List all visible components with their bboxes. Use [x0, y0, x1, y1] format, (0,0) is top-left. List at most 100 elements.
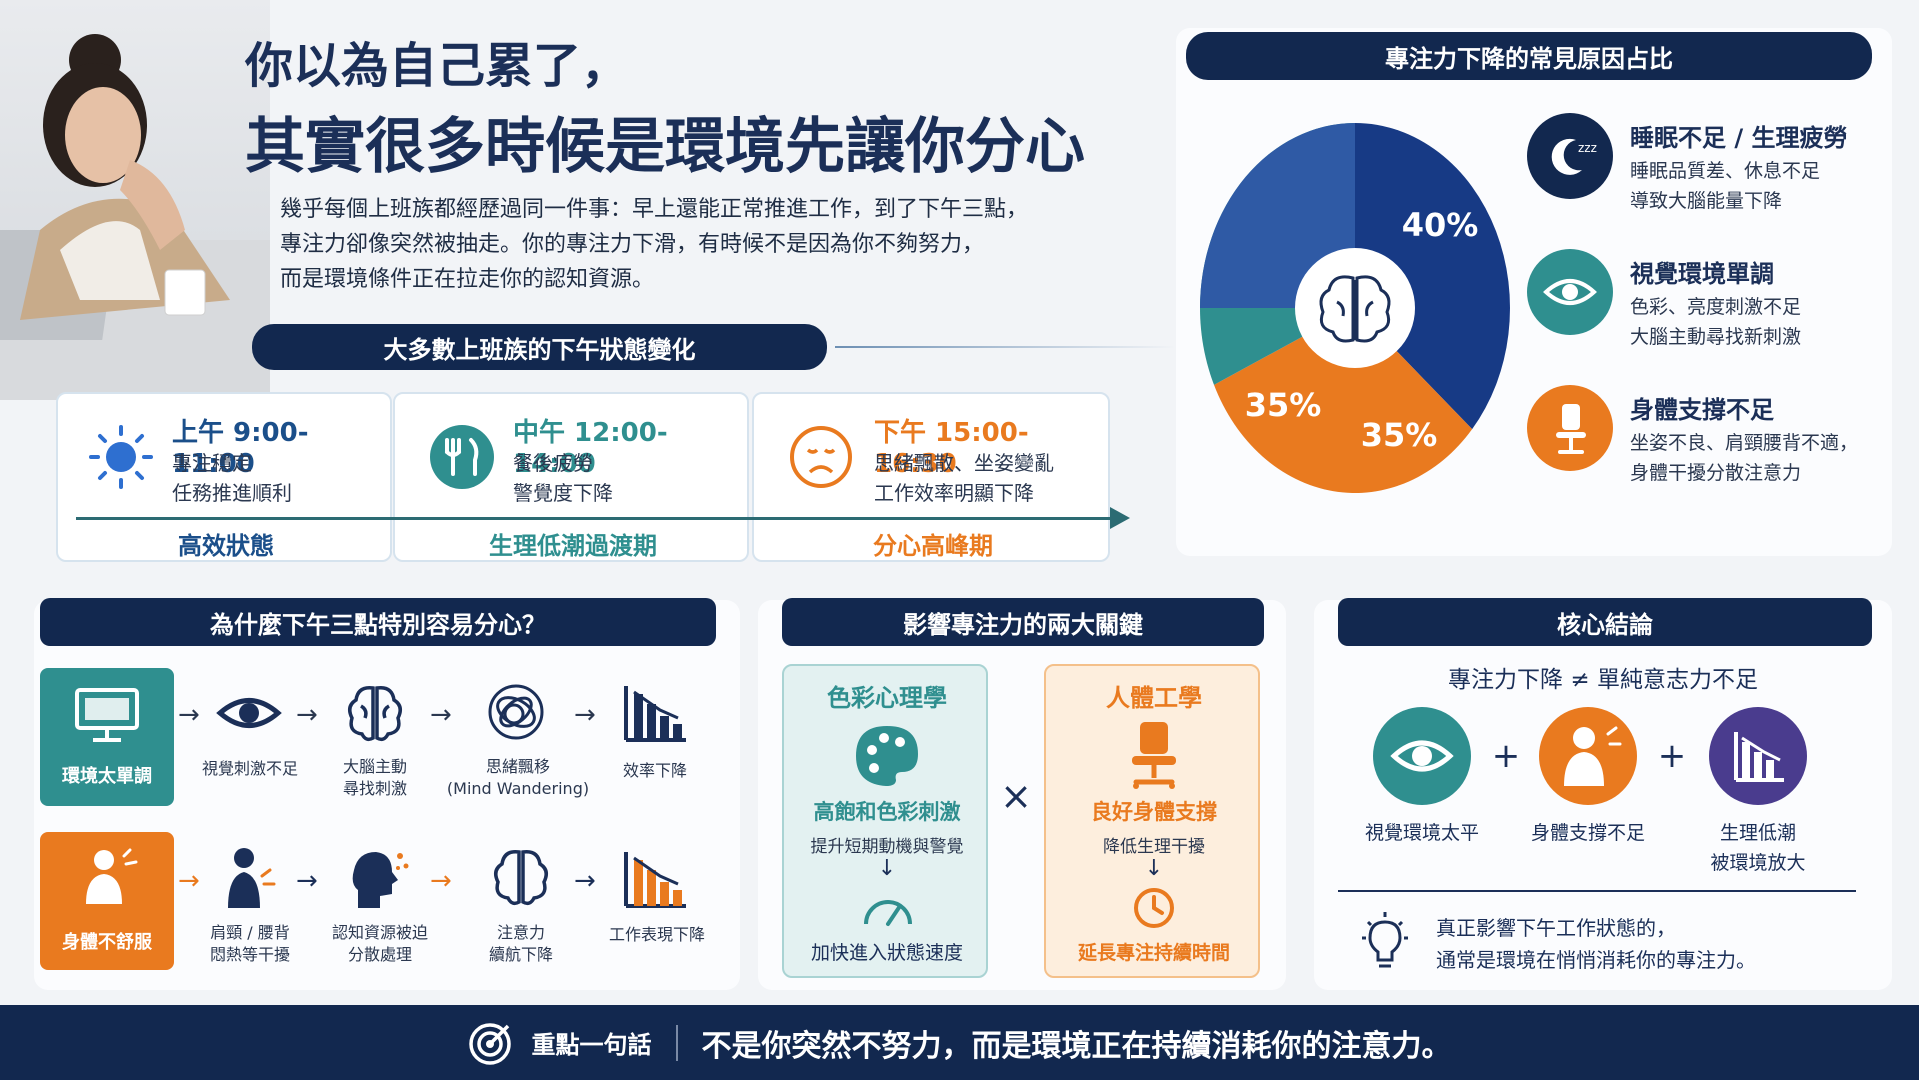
legend-title: 視覺環境單調: [1630, 260, 1774, 288]
pie-slice: [1355, 123, 1510, 430]
lead-label: 環境太單調: [62, 766, 152, 787]
footer-divider: [675, 1024, 678, 1061]
key-desc: 提升短期動機與警覺: [810, 837, 964, 857]
key-sub: 高飽和色彩刺激: [813, 800, 961, 824]
tangle-icon: [484, 680, 548, 744]
chain-step-l1: 認知資源被迫: [331, 923, 428, 942]
key-card-ergonomics: 人體工學 良好身體支撐 降低生理干擾 ↓ 延長專注持續時間: [1044, 664, 1260, 978]
chain-arrow: →: [296, 866, 318, 896]
down-arrow: ↓: [1144, 856, 1164, 881]
chain-step-l2: 分散處理: [347, 945, 412, 964]
key-desc: 降低生理干擾: [1103, 837, 1205, 857]
keys-heading: 影響專注力的兩大關鍵: [782, 598, 1264, 646]
chain-step: 思緒飄移 (Mind Wandering): [438, 756, 598, 800]
conclusion-item-l1: 身體支撐不足: [1530, 822, 1645, 844]
phase-desc: 專注穩定: [172, 451, 252, 475]
phase-state: 生理低潮過渡期: [489, 532, 657, 560]
conclusion-item: 身體支撐不足: [1498, 818, 1678, 848]
conclusion-item: 視覺環境太平: [1332, 818, 1512, 848]
chain-step-l2: 尋找刺激: [342, 779, 407, 798]
key-card-color: 色彩心理學 高飽和色彩刺激 提升短期動機與警覺 ↓ 加快進入狀態速度: [782, 664, 988, 978]
chain-step-l1: 注意力: [496, 923, 545, 942]
svg-text:zzz: zzz: [1578, 141, 1597, 155]
chain-step-l2: 悶熱等干擾: [209, 945, 290, 964]
target-icon: [468, 1020, 514, 1066]
brain-dark-icon: [490, 846, 552, 908]
chain-step: 肩頸 / 腰背 悶熱等干擾: [190, 922, 310, 966]
lead-label: 身體不舒服: [62, 932, 152, 953]
person-back-pain-icon: [218, 846, 278, 910]
sad-face-icon: [788, 424, 854, 490]
legend-desc: 大腦主動尋找新刺激: [1630, 326, 1802, 348]
palette-icon: [852, 722, 922, 788]
eye-icon: [214, 684, 284, 742]
chain-arrow: →: [430, 866, 452, 896]
footer-label: 重點一句話: [531, 1031, 652, 1059]
conclusion-note: 真正影響下午工作狀態的， 通常是環境在悄悄消耗你的專注力。: [1436, 912, 1756, 976]
key-result: 加快進入狀態速度: [810, 942, 963, 964]
phase-desc: 工作效率明顯下降: [874, 481, 1034, 505]
chain-step: 效率下降: [596, 760, 714, 782]
page-title-line1: 你以為自己累了，: [245, 38, 630, 94]
phase-desc: 餐後疲勞: [513, 451, 593, 475]
phase-desc: 任務推進順利: [172, 481, 292, 505]
declining-chart-circle-icon: [1708, 706, 1808, 806]
pie-slice: [1214, 308, 1473, 493]
legend-desc: 身體干擾分散注意力: [1630, 462, 1802, 484]
legend-desc: 色彩、亮度刺激不足: [1630, 296, 1802, 318]
plus-sign: +: [1657, 736, 1687, 776]
chain-step: 認知資源被迫 分散處理: [318, 922, 442, 966]
conclusion-heading: 核心結論: [1338, 598, 1872, 646]
chain-arrow: →: [574, 700, 596, 730]
phase-desc: 警覺度下降: [513, 481, 613, 505]
phase-time: 中午 12:00-14:00: [513, 418, 668, 479]
person-pain-circle-icon: [1538, 706, 1638, 806]
heading-rule: [835, 346, 1175, 348]
why-heading: 為什麼下午三點特別容易分心？: [40, 598, 716, 646]
divider: [1338, 890, 1856, 892]
phase-state: 分心高峰期: [873, 532, 993, 560]
eye-icon: [1526, 248, 1614, 336]
speedometer-icon: [862, 888, 914, 928]
page-title-line2: 其實很多時候是環境先讓你分心: [245, 112, 1085, 182]
legend-desc: 睡眠品質差、休息不足: [1630, 160, 1821, 182]
timeline-line: [76, 517, 1116, 520]
times-sign: ×: [1000, 774, 1032, 818]
chain-step-l1: 效率下降: [622, 761, 687, 780]
down-arrow: ↓: [877, 856, 897, 881]
pie-label-visual: 35%: [1361, 416, 1438, 454]
chain-arrow: →: [430, 700, 452, 730]
chain-step-l2: (Mind Wandering): [446, 779, 590, 798]
pie-chart: 40% 35% 35%: [1195, 118, 1515, 498]
conclusion-note-l1: 真正影響下午工作狀態的，: [1436, 916, 1676, 940]
head-scatter-icon: [348, 846, 410, 910]
pie-label-posture: 35%: [1245, 386, 1322, 424]
key-title: 色彩心理學: [827, 684, 947, 712]
monitor-icon: [73, 686, 141, 744]
brain-icon: [1319, 275, 1391, 343]
footer-bar: 重點一句話 不是你突然不努力，而是環境正在持續消耗你的注意力。: [0, 1005, 1919, 1080]
legend-title: 睡眠不足 / 生理疲勞: [1630, 124, 1848, 152]
eye-circle-icon: [1372, 706, 1472, 806]
chain-arrow: →: [296, 700, 318, 730]
chain-step: 視覺刺激不足: [190, 758, 310, 780]
chain-step: 注意力 續航下降: [460, 922, 582, 966]
conclusion-item: 生理低潮 被環境放大: [1668, 818, 1848, 878]
legend-title: 身體支撐不足: [1630, 396, 1774, 424]
timeline-heading: 大多數上班族的下午狀態變化: [252, 324, 827, 370]
phase-card-morning: 上午 9:00-11:00 專注穩定 任務推進順利 高效狀態: [56, 392, 392, 562]
person-pain-icon: [78, 846, 138, 908]
chain-step-l1: 大腦主動: [342, 757, 407, 776]
lead-box-monotone: 環境太單調: [40, 668, 174, 806]
chain-arrow: →: [178, 700, 200, 730]
legend-desc: 坐姿不良、肩頸腰背不適，: [1630, 432, 1859, 454]
phase-desc: 思緒飄散、坐姿變亂: [874, 451, 1054, 475]
key-result: 延長專注持續時間: [1077, 942, 1230, 964]
lead-box-discomfort: 身體不舒服: [40, 832, 174, 970]
pie-label-sleep: 40%: [1402, 206, 1479, 244]
phase-card-noon: 中午 12:00-14:00 餐後疲勞 警覺度下降 生理低潮過渡期: [393, 392, 749, 562]
pie-slice-shade: [1200, 123, 1355, 308]
key-sub: 良好身體支撐: [1091, 800, 1217, 824]
chain-step: 大腦主動 尋找刺激: [314, 756, 436, 800]
legend-desc: 導致大腦能量下降: [1630, 190, 1783, 212]
